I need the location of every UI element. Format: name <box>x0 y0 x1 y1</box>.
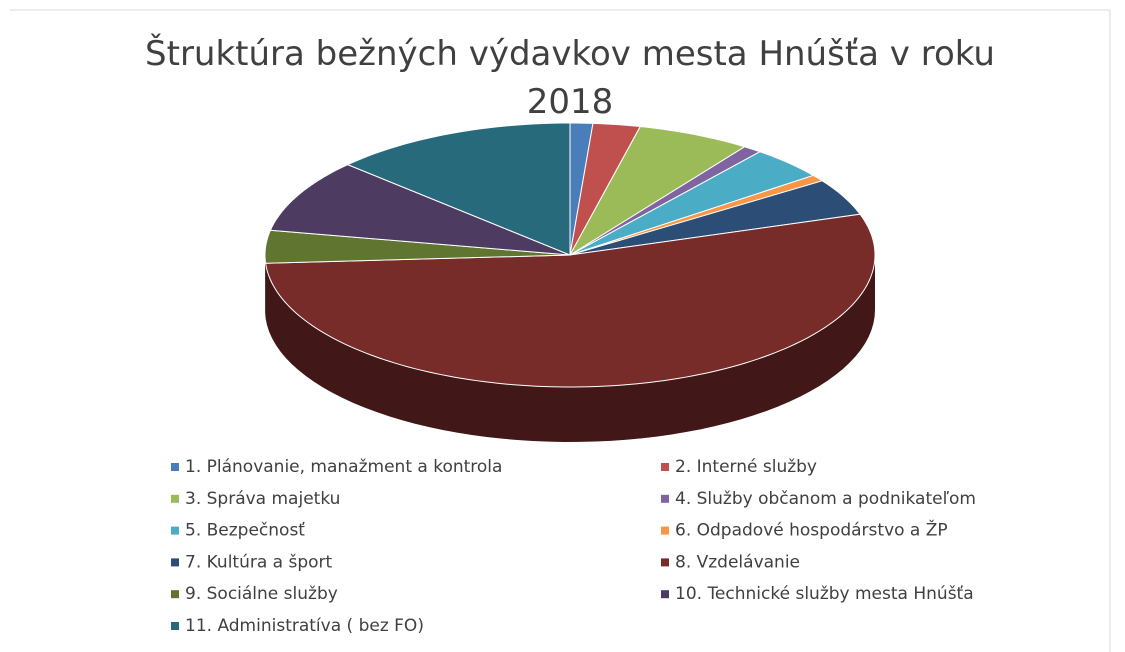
pie-slice <box>346 122 571 256</box>
legend-swatch <box>661 463 669 471</box>
pie-slice <box>569 180 861 256</box>
legend-label: 5. Bezpečnosť <box>185 521 305 541</box>
legend-swatch <box>171 590 179 599</box>
chart-title: Štruktúra bežných výdavkov mesta Hnúšťa … <box>145 34 995 122</box>
legend-label: 11. Administratíva ( bez FO) <box>185 616 424 636</box>
legend-label: 6. Odpadové hospodárstvo a ŽP <box>675 519 948 541</box>
legend-swatch <box>171 494 179 503</box>
pie-slice <box>265 213 876 388</box>
pie-slice <box>569 151 815 256</box>
legend-swatch <box>171 558 179 567</box>
legend-label: 2. Interné služby <box>675 457 817 477</box>
legend-label: 3. Správa majetku <box>185 489 340 509</box>
pie-slice <box>568 126 746 257</box>
legend-label: 4. Služby občanom a podnikateľom <box>675 489 976 509</box>
legend-swatch <box>171 622 179 630</box>
legend-label: 10. Technické služby mesta Hnúšťa <box>675 584 974 604</box>
legend-label: 8. Vzdelávanie <box>675 552 800 572</box>
legend-label: 7. Kultúra a šport <box>185 552 333 572</box>
legend-swatch <box>171 526 179 535</box>
legend-swatch <box>661 558 669 567</box>
legend-swatch <box>661 494 669 503</box>
legend-label: 9. Sociálne služby <box>185 584 338 604</box>
legend-swatch <box>661 590 669 599</box>
pie-side <box>265 255 266 319</box>
pie-slice <box>264 229 571 264</box>
legend-swatch <box>171 463 179 471</box>
legend-label: 1. Plánovanie, manažment a kontrola <box>185 457 502 477</box>
pie-side <box>265 255 876 442</box>
legend-swatch <box>661 526 669 535</box>
pie-slice <box>269 164 571 256</box>
